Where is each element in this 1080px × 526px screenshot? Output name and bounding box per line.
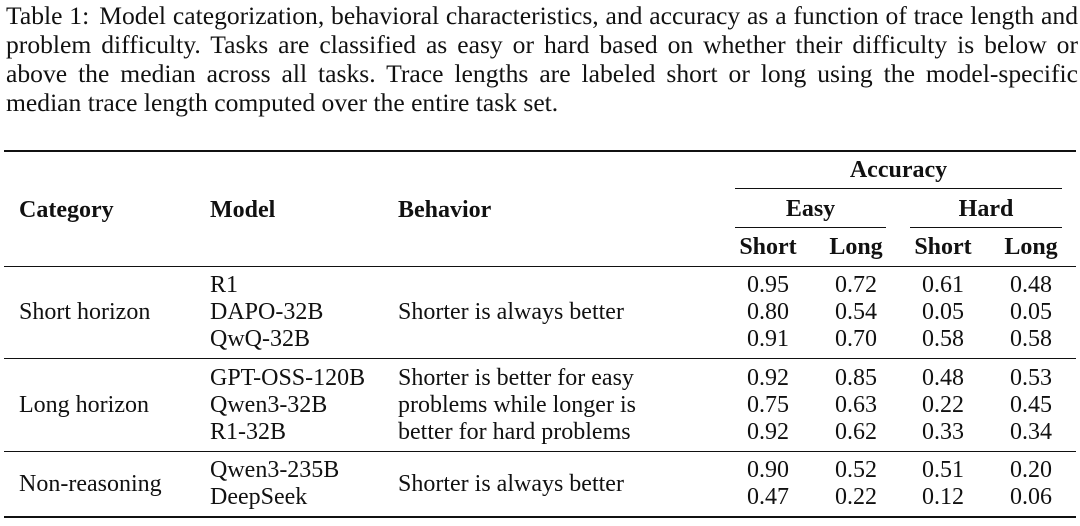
value-cell: 0.72 (835, 272, 877, 298)
category-long-horizon: Long horizon (19, 392, 149, 418)
behavior-long-horizon-line-1: Shorter is better for easy (398, 365, 634, 391)
value-cell: 0.51 (922, 457, 964, 483)
caption-text: Model categorization, behavioral charact… (6, 1, 1078, 117)
value-cell: 0.20 (1010, 457, 1052, 483)
model-cell: GPT-OSS-120B (210, 365, 366, 391)
value-cell: 0.61 (922, 272, 964, 298)
header-accuracy: Accuracy (849, 157, 948, 183)
header-easy-long: Long (829, 234, 883, 260)
value-cell: 0.91 (747, 326, 789, 352)
value-cell: 0.45 (1010, 392, 1052, 418)
value-cell: 0.92 (747, 365, 789, 391)
value-cell: 0.52 (835, 457, 877, 483)
value-cell: 0.06 (1010, 484, 1052, 510)
header-hard-long: Long (1004, 234, 1058, 260)
header-hard: Hard (958, 196, 1014, 222)
value-cell: 0.58 (922, 326, 964, 352)
header-behavior: Behavior (398, 197, 492, 223)
top-rule (4, 150, 1076, 152)
value-cell: 0.22 (835, 484, 877, 510)
value-cell: 0.80 (747, 299, 789, 325)
model-cell: Qwen3-32B (210, 392, 328, 418)
behavior-short-horizon: Shorter is always better (398, 299, 624, 325)
value-cell: 0.63 (835, 392, 877, 418)
value-cell: 0.48 (1010, 272, 1052, 298)
value-cell: 0.90 (747, 457, 789, 483)
model-cell: QwQ-32B (210, 326, 310, 352)
value-cell: 0.12 (922, 484, 964, 510)
header-bottom-rule (4, 266, 1076, 267)
value-cell: 0.92 (747, 419, 789, 445)
header-category: Category (19, 197, 114, 223)
value-cell: 0.70 (835, 326, 877, 352)
hard-rule (910, 227, 1062, 228)
group-rule-2 (4, 451, 1076, 452)
behavior-long-horizon-line-2: problems while longer is (398, 392, 636, 418)
group-rule-1 (4, 358, 1076, 359)
category-non-reasoning: Non-reasoning (19, 471, 162, 497)
value-cell: 0.62 (835, 419, 877, 445)
accuracy-rule (735, 188, 1062, 189)
header-hard-short: Short (914, 234, 972, 260)
category-short-horizon: Short horizon (19, 299, 151, 325)
model-cell: DeepSeek (210, 484, 308, 510)
value-cell: 0.33 (922, 419, 964, 445)
value-cell: 0.53 (1010, 365, 1052, 391)
value-cell: 0.95 (747, 272, 789, 298)
behavior-long-horizon-line-3: better for hard problems (398, 419, 631, 445)
table-caption: Table 1: Model categorization, behavioral… (6, 1, 1078, 117)
header-easy: Easy (785, 196, 836, 222)
value-cell: 0.05 (1010, 299, 1052, 325)
value-cell: 0.47 (747, 484, 789, 510)
value-cell: 0.85 (835, 365, 877, 391)
value-cell: 0.75 (747, 392, 789, 418)
header-easy-short: Short (739, 234, 797, 260)
value-cell: 0.22 (922, 392, 964, 418)
value-cell: 0.48 (922, 365, 964, 391)
model-cell: R1-32B (210, 419, 287, 445)
value-cell: 0.05 (922, 299, 964, 325)
model-cell: R1 (210, 272, 239, 298)
table-label: Table 1: (6, 1, 90, 30)
header-model: Model (210, 197, 276, 223)
model-cell: Qwen3-235B (210, 457, 340, 483)
model-cell: DAPO-32B (210, 299, 324, 325)
behavior-non-reasoning: Shorter is always better (398, 471, 624, 497)
value-cell: 0.54 (835, 299, 877, 325)
bottom-rule (4, 516, 1076, 518)
value-cell: 0.34 (1010, 419, 1052, 445)
easy-rule (735, 227, 886, 228)
value-cell: 0.58 (1010, 326, 1052, 352)
